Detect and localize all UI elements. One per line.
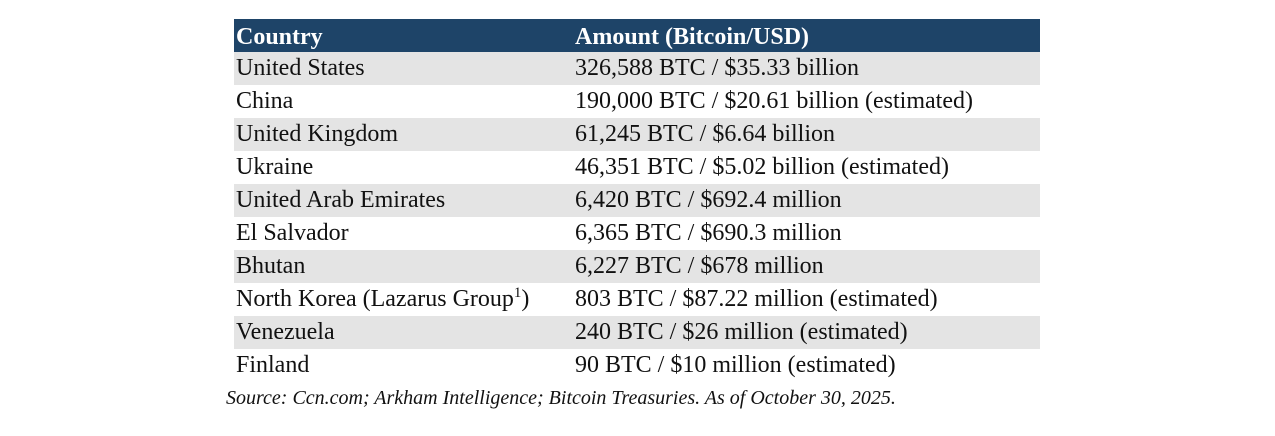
table-header: Country Amount (Bitcoin/USD) xyxy=(234,19,1040,52)
column-header-country: Country xyxy=(236,24,323,50)
table-row: Bhutan 6,227 BTC / $678 million xyxy=(234,250,1040,283)
country-name-suffix: ) xyxy=(521,286,530,312)
table-body: United States 326,588 BTC / $35.33 billi… xyxy=(234,52,1040,382)
amount-cell: 90 BTC / $10 million (estimated) xyxy=(575,352,896,378)
country-cell: United Kingdom xyxy=(236,121,398,147)
column-header-amount: Amount (Bitcoin/USD) xyxy=(575,24,810,50)
table-row: El Salvador 6,365 BTC / $690.3 million xyxy=(234,217,1040,250)
table-row: United Kingdom 61,245 BTC / $6.64 billio… xyxy=(234,118,1040,151)
bitcoin-holdings-table-container: Country Amount (Bitcoin/USD) United Stat… xyxy=(234,19,1040,382)
table-row: North Korea (Lazarus Group1) 803 BTC / $… xyxy=(234,283,1040,316)
table-row: United States 326,588 BTC / $35.33 billi… xyxy=(234,52,1040,85)
amount-cell: 326,588 BTC / $35.33 billion xyxy=(575,55,860,81)
amount-cell: 61,245 BTC / $6.64 billion xyxy=(575,121,836,147)
amount-cell: 6,420 BTC / $692.4 million xyxy=(575,187,842,213)
amount-cell: 803 BTC / $87.22 million (estimated) xyxy=(575,286,938,312)
country-cell: Bhutan xyxy=(236,253,306,279)
amount-cell: 46,351 BTC / $5.02 billion (estimated) xyxy=(575,154,949,180)
table-row: Ukraine 46,351 BTC / $5.02 billion (esti… xyxy=(234,151,1040,184)
country-cell: Venezuela xyxy=(236,319,335,345)
amount-cell: 6,227 BTC / $678 million xyxy=(575,253,824,279)
country-cell: United Arab Emirates xyxy=(236,187,446,213)
table-row: Finland 90 BTC / $10 million (estimated) xyxy=(234,349,1040,382)
country-cell: North Korea (Lazarus Group1) xyxy=(234,283,573,316)
country-cell: Finland xyxy=(236,352,310,378)
amount-cell: 240 BTC / $26 million (estimated) xyxy=(575,319,908,345)
country-name: North Korea (Lazarus Group xyxy=(236,286,514,312)
country-cell: Ukraine xyxy=(236,154,314,180)
table-row: United Arab Emirates 6,420 BTC / $692.4 … xyxy=(234,184,1040,217)
header-row: Country Amount (Bitcoin/USD) xyxy=(234,19,1040,52)
footnote-marker: 1 xyxy=(513,285,522,301)
amount-cell: 6,365 BTC / $690.3 million xyxy=(575,220,842,246)
table-row: China 190,000 BTC / $20.61 billion (esti… xyxy=(234,85,1040,118)
table-row: Venezuela 240 BTC / $26 million (estimat… xyxy=(234,316,1040,349)
country-cell: United States xyxy=(236,55,365,81)
bitcoin-holdings-table: Country Amount (Bitcoin/USD) United Stat… xyxy=(234,19,1040,382)
country-cell: El Salvador xyxy=(236,220,349,246)
country-cell: China xyxy=(236,88,294,114)
source-note: Source: Ccn.com; Arkham Intelligence; Bi… xyxy=(226,387,896,409)
amount-cell: 190,000 BTC / $20.61 billion (estimated) xyxy=(575,88,973,114)
